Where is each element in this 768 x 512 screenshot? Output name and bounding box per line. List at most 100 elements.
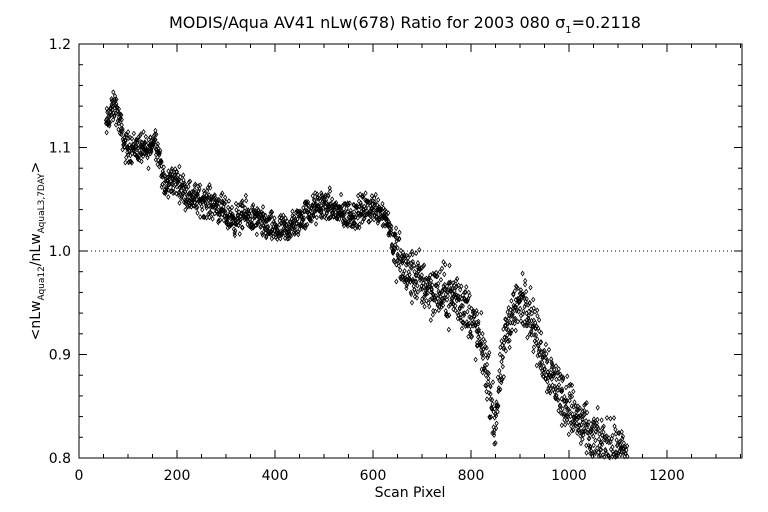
data-point [236, 209, 242, 215]
data-point [314, 214, 319, 221]
chart-title: MODIS/Aqua AV41 nLw(678) Ratio for 2003 … [169, 13, 641, 36]
data-point [556, 369, 561, 376]
data-point [558, 371, 563, 378]
data-point [116, 120, 121, 127]
data-point [567, 382, 572, 389]
data-point [448, 285, 453, 292]
data-point [174, 183, 179, 190]
data-point [451, 306, 456, 313]
data-point [428, 317, 433, 324]
data-point [161, 164, 166, 171]
data-point [318, 202, 324, 209]
data-point [544, 351, 549, 357]
data-point [376, 196, 381, 203]
data-point [565, 373, 570, 380]
data-point [143, 133, 148, 140]
data-point [620, 433, 626, 440]
x-tick-label: 0 [75, 468, 84, 484]
data-point [537, 328, 542, 334]
data-point [248, 213, 253, 219]
data-point [412, 268, 417, 275]
data-point [233, 227, 238, 234]
data-point [480, 330, 485, 337]
data-point [342, 211, 347, 217]
data-point [223, 194, 228, 201]
data-point [525, 322, 530, 329]
data-point [484, 345, 489, 351]
data-point [315, 194, 320, 200]
data-point [532, 332, 537, 338]
data-point [537, 360, 543, 366]
data-point [164, 185, 169, 192]
data-point [592, 423, 597, 430]
data-point [533, 332, 538, 338]
data-point [337, 216, 342, 222]
data-point [494, 420, 499, 427]
data-point [443, 291, 448, 298]
data-point [464, 284, 469, 290]
data-point [301, 215, 307, 221]
data-point [520, 270, 525, 277]
data-point [531, 344, 537, 351]
data-point [126, 129, 131, 135]
data-point [394, 278, 399, 285]
data-point [125, 152, 131, 158]
data-point [601, 423, 606, 430]
data-point [393, 225, 399, 232]
data-point [359, 202, 364, 209]
data-point [608, 415, 613, 422]
data-point [127, 134, 133, 141]
data-point [472, 313, 477, 320]
data-point [120, 126, 125, 132]
data-point [364, 207, 369, 214]
data-point [397, 236, 402, 243]
data-point [576, 406, 581, 413]
data-point [313, 221, 319, 227]
data-point [414, 294, 420, 301]
data-point [524, 288, 529, 295]
data-point [482, 338, 487, 345]
data-point [517, 298, 523, 305]
x-tick-label: 800 [458, 468, 485, 484]
data-point [537, 352, 542, 358]
data-point [499, 358, 504, 365]
data-point [386, 210, 391, 216]
data-point [365, 202, 370, 209]
data-point [498, 386, 503, 393]
data-point [437, 290, 443, 297]
data-point [568, 413, 573, 420]
data-point [433, 282, 438, 289]
data-point [499, 377, 504, 383]
data-point [397, 258, 402, 265]
data-point [509, 327, 515, 333]
data-point [154, 146, 159, 153]
data-point [500, 354, 506, 361]
data-point [559, 422, 564, 429]
data-point [457, 306, 462, 312]
data-point [384, 208, 389, 215]
data-point [296, 231, 301, 238]
data-point [198, 214, 203, 220]
data-point [540, 373, 546, 380]
data-point [422, 293, 427, 300]
data-point [106, 113, 111, 120]
data-point [186, 183, 191, 190]
data-point [512, 288, 517, 294]
data-point [216, 196, 222, 203]
data-point [535, 352, 540, 359]
data-point [540, 355, 545, 361]
data-point [151, 137, 156, 144]
data-point [259, 209, 264, 216]
data-point [373, 191, 378, 198]
data-point [158, 147, 163, 154]
data-point [447, 262, 452, 269]
data-point [515, 285, 520, 292]
data-point [461, 320, 466, 326]
data-point [228, 222, 233, 229]
data-point [421, 263, 426, 270]
data-point [490, 401, 495, 407]
data-point [324, 209, 330, 216]
data-point [565, 412, 570, 419]
data-point [555, 397, 561, 403]
